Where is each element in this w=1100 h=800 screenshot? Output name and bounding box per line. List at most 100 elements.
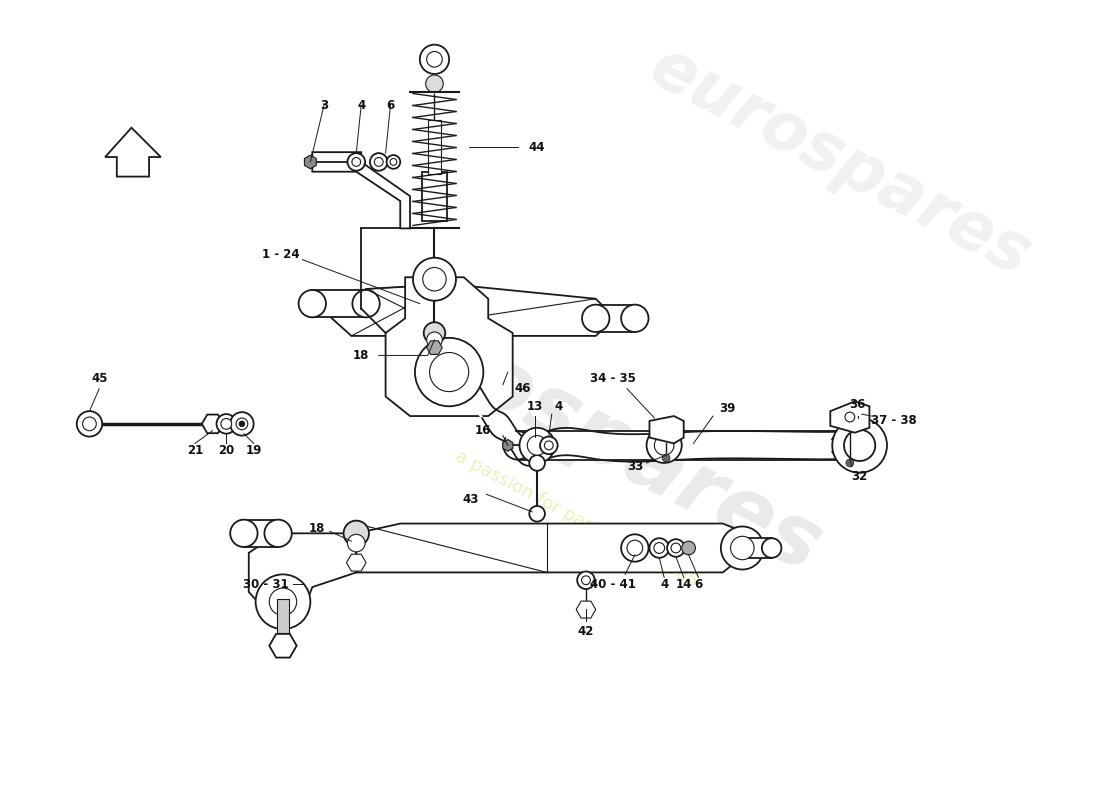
Polygon shape — [106, 128, 161, 177]
Circle shape — [270, 588, 297, 615]
Polygon shape — [332, 284, 615, 336]
Text: 18: 18 — [353, 349, 370, 362]
Circle shape — [230, 412, 254, 435]
Text: 32: 32 — [851, 470, 868, 483]
Text: 45: 45 — [91, 373, 108, 386]
Text: 34 - 35: 34 - 35 — [591, 373, 636, 386]
Bar — [742, 538, 772, 558]
Circle shape — [662, 454, 670, 462]
Circle shape — [518, 432, 546, 459]
Bar — [277, 599, 289, 633]
Polygon shape — [249, 534, 356, 614]
Polygon shape — [346, 554, 366, 571]
Text: 46: 46 — [514, 382, 530, 395]
Text: 42: 42 — [578, 625, 594, 638]
Text: 36: 36 — [849, 398, 866, 411]
Circle shape — [529, 455, 544, 470]
Circle shape — [844, 430, 876, 461]
Circle shape — [390, 158, 397, 166]
Circle shape — [264, 520, 292, 547]
Text: 20: 20 — [218, 444, 234, 457]
Circle shape — [412, 258, 456, 301]
Circle shape — [374, 158, 383, 166]
Circle shape — [230, 520, 257, 547]
Circle shape — [730, 536, 755, 560]
Circle shape — [621, 534, 649, 562]
Text: eurospares: eurospares — [639, 34, 1042, 290]
Text: 37 - 38: 37 - 38 — [871, 414, 916, 427]
Circle shape — [352, 158, 361, 166]
Circle shape — [627, 540, 642, 556]
Bar — [596, 305, 635, 332]
Polygon shape — [649, 416, 684, 443]
Text: 4: 4 — [358, 98, 365, 112]
Circle shape — [77, 411, 102, 437]
Bar — [532, 432, 840, 459]
Polygon shape — [830, 402, 869, 433]
Circle shape — [682, 541, 695, 555]
Polygon shape — [312, 152, 410, 228]
Text: 4: 4 — [660, 578, 669, 590]
Circle shape — [348, 153, 365, 170]
Circle shape — [762, 538, 781, 558]
Circle shape — [833, 418, 887, 473]
Polygon shape — [202, 414, 223, 433]
Circle shape — [667, 539, 684, 557]
Circle shape — [298, 290, 326, 318]
Circle shape — [582, 576, 591, 585]
Circle shape — [221, 418, 232, 430]
Circle shape — [430, 353, 469, 392]
Circle shape — [348, 534, 365, 552]
Bar — [421, 172, 448, 221]
Circle shape — [217, 414, 236, 434]
Polygon shape — [503, 439, 513, 451]
Circle shape — [82, 417, 97, 430]
Circle shape — [733, 538, 752, 558]
Text: 40 - 41: 40 - 41 — [591, 578, 636, 590]
Polygon shape — [305, 155, 317, 169]
Circle shape — [846, 459, 854, 467]
Text: 14: 14 — [675, 578, 692, 590]
Circle shape — [352, 290, 379, 318]
Circle shape — [422, 267, 447, 291]
Circle shape — [527, 435, 547, 455]
Circle shape — [720, 526, 763, 570]
Circle shape — [504, 431, 531, 459]
Bar — [312, 290, 366, 318]
Circle shape — [519, 428, 554, 463]
Circle shape — [826, 432, 854, 459]
Polygon shape — [427, 341, 442, 354]
Circle shape — [845, 412, 855, 422]
Circle shape — [647, 428, 682, 463]
Text: 39: 39 — [719, 402, 736, 414]
Circle shape — [540, 437, 558, 454]
Circle shape — [255, 574, 310, 629]
Text: a passion for parts since 1985: a passion for parts since 1985 — [452, 446, 701, 590]
Circle shape — [239, 421, 245, 426]
Polygon shape — [270, 634, 297, 658]
Polygon shape — [576, 601, 596, 618]
Polygon shape — [356, 523, 747, 573]
Circle shape — [236, 418, 248, 430]
Text: eurospares: eurospares — [317, 262, 836, 590]
Circle shape — [544, 441, 553, 450]
Circle shape — [425, 265, 444, 284]
Circle shape — [343, 521, 368, 546]
Text: 3: 3 — [320, 98, 328, 112]
Polygon shape — [386, 278, 513, 416]
Circle shape — [578, 571, 595, 589]
Text: 21: 21 — [187, 444, 204, 457]
Circle shape — [427, 332, 442, 348]
Text: 4: 4 — [554, 400, 563, 413]
Text: 43: 43 — [462, 493, 478, 506]
Circle shape — [427, 51, 442, 67]
Text: 6: 6 — [386, 98, 395, 112]
Text: 18: 18 — [309, 522, 326, 535]
Circle shape — [830, 431, 859, 459]
Circle shape — [370, 153, 387, 170]
Circle shape — [582, 305, 609, 332]
Circle shape — [426, 75, 443, 93]
Text: 33: 33 — [627, 460, 644, 474]
Circle shape — [420, 45, 449, 74]
Circle shape — [415, 338, 483, 406]
